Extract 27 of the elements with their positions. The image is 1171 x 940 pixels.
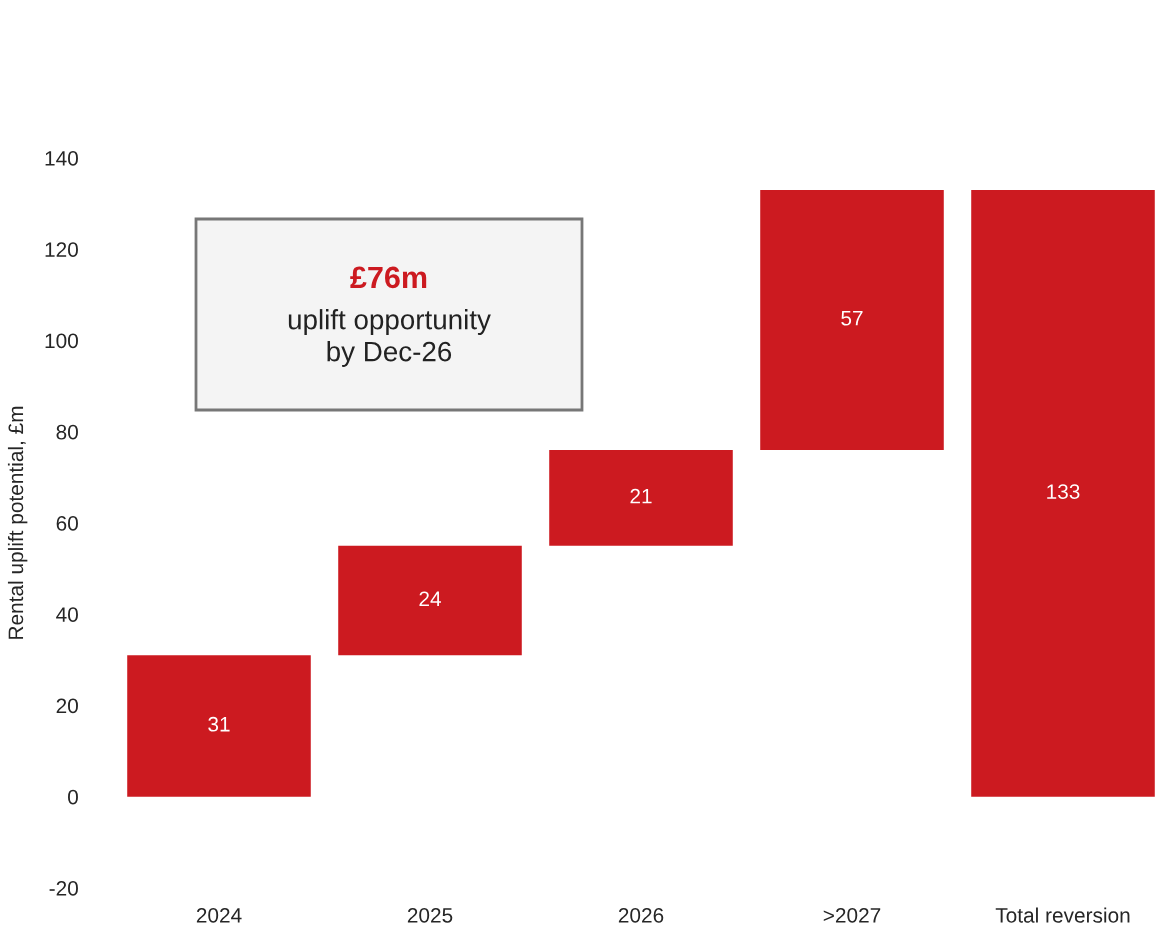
x-tick-label: 2024 [196,907,242,923]
bar [549,450,733,546]
y-tick-label: 0 [68,789,78,805]
data-label: 24 [419,591,441,606]
bar [338,545,522,656]
x-tick-label: 2025 [407,907,453,923]
x-tick-label: Total reversion [995,907,1130,923]
data-label: 31 [208,716,230,732]
bar [760,189,944,450]
data-label: 57 [841,311,863,326]
y-tick-label: 60 [56,516,78,531]
bar [127,655,311,797]
annotation: £76m [350,266,427,289]
data-label: 21 [630,488,652,504]
y-tick-label: 120 [45,242,78,257]
x-tick-label: 2026 [618,907,664,923]
y-tick-label: 140 [45,151,78,166]
bar [971,189,1155,797]
x-tick-label: >2027 [823,907,881,923]
y-tick-label: 80 [56,424,78,440]
y-tick-label: 20 [56,698,78,714]
y-axis-title: Rental uplift potential, £m [7,406,28,639]
data-label: 133 [1047,484,1080,499]
y-tick-label: 100 [45,333,78,349]
y-tick-label: -20 [49,881,78,896]
annotation: uplift opportunity by Dec-26 [288,309,491,367]
y-tick-label: 40 [56,607,78,622]
